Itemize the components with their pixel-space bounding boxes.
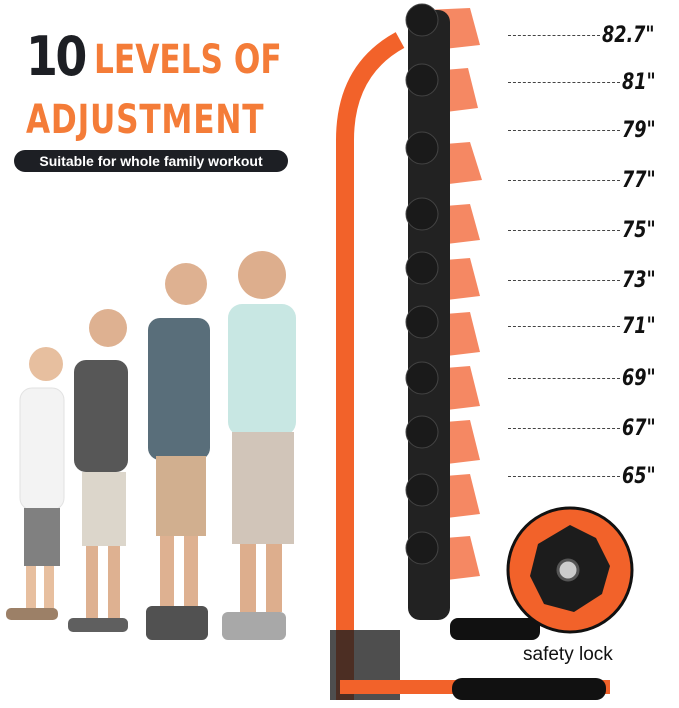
safety-lock-label: safety lock [523,644,613,665]
height-level: 73" [508,265,668,295]
height-level: 81" [508,67,668,97]
headline-line1: LEVELS OF [94,37,282,83]
safety-lock-inset [506,506,634,634]
height-level: 67" [508,413,668,443]
person-child-small [6,347,65,620]
person-child-medium [68,309,128,632]
subtitle-badge: Suitable for whole family workout [14,150,288,172]
height-level: 69" [508,363,668,393]
height-level: 71" [508,311,668,341]
person-teen [146,263,210,640]
backrest-pad [405,3,540,640]
person-adult [222,251,296,640]
inversion-frame [330,32,610,700]
height-level: 75" [508,215,668,245]
headline-number: 10 [26,25,87,88]
height-level: 79" [508,115,668,145]
headline-line2: ADJUSTMENT [26,97,265,143]
height-level: 77" [508,165,668,195]
family-people [6,251,296,640]
height-level: 65" [508,461,668,491]
height-level: 82.7" [508,20,668,50]
